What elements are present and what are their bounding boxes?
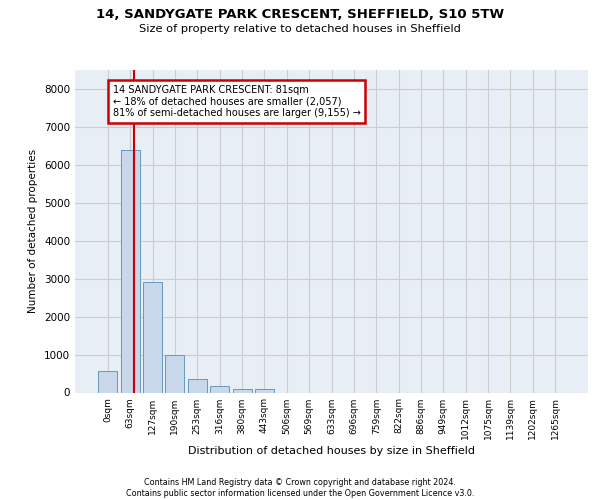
Bar bbox=[255, 389, 274, 392]
Bar bbox=[188, 379, 207, 392]
Bar bbox=[143, 282, 162, 393]
Y-axis label: Number of detached properties: Number of detached properties bbox=[28, 149, 38, 314]
Bar bbox=[233, 388, 251, 392]
Bar bbox=[121, 150, 140, 392]
Text: 14 SANDYGATE PARK CRESCENT: 81sqm
← 18% of detached houses are smaller (2,057)
8: 14 SANDYGATE PARK CRESCENT: 81sqm ← 18% … bbox=[113, 85, 361, 118]
Text: 14, SANDYGATE PARK CRESCENT, SHEFFIELD, S10 5TW: 14, SANDYGATE PARK CRESCENT, SHEFFIELD, … bbox=[96, 8, 504, 20]
Bar bbox=[98, 371, 118, 392]
X-axis label: Distribution of detached houses by size in Sheffield: Distribution of detached houses by size … bbox=[188, 446, 475, 456]
Text: Size of property relative to detached houses in Sheffield: Size of property relative to detached ho… bbox=[139, 24, 461, 34]
Text: Contains HM Land Registry data © Crown copyright and database right 2024.
Contai: Contains HM Land Registry data © Crown c… bbox=[126, 478, 474, 498]
Bar bbox=[210, 386, 229, 392]
Bar bbox=[166, 356, 184, 393]
